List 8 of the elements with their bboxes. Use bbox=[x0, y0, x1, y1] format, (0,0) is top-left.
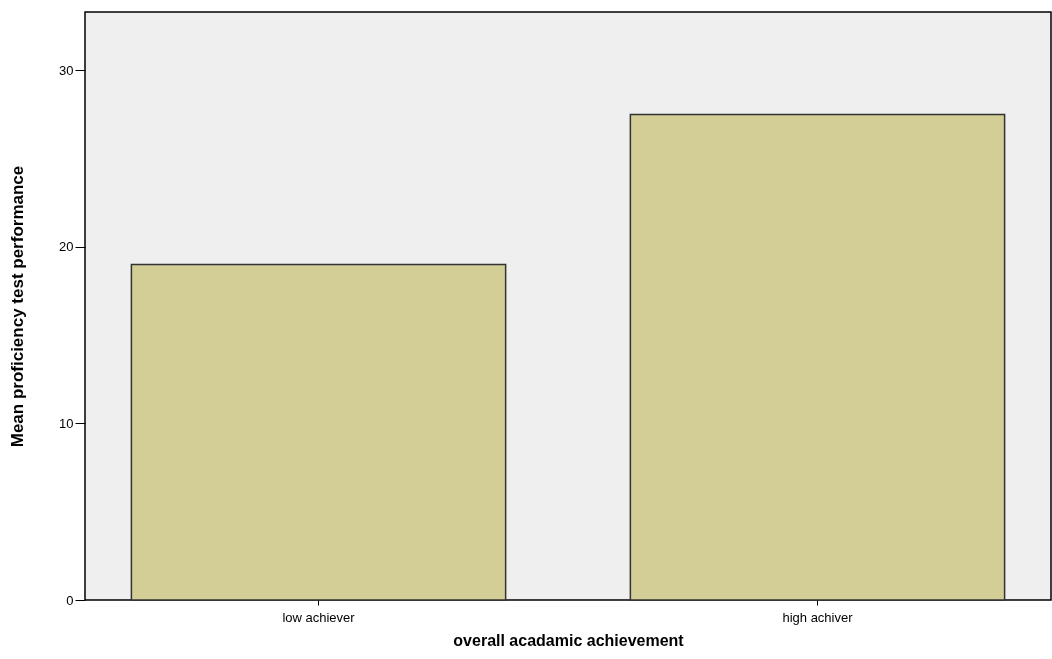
y-tick-label: 0 bbox=[66, 592, 74, 608]
x-tick-label: high achiver bbox=[782, 609, 854, 625]
y-tick-label: 10 bbox=[59, 415, 74, 431]
y-tick-label: 30 bbox=[59, 62, 74, 78]
y-tick-label: 20 bbox=[59, 239, 74, 255]
x-axis-title: overall acadamic achievement bbox=[453, 631, 685, 649]
x-tick-label: low achiever bbox=[282, 609, 356, 625]
y-axis-title: Mean proficiency test performance bbox=[8, 165, 28, 448]
